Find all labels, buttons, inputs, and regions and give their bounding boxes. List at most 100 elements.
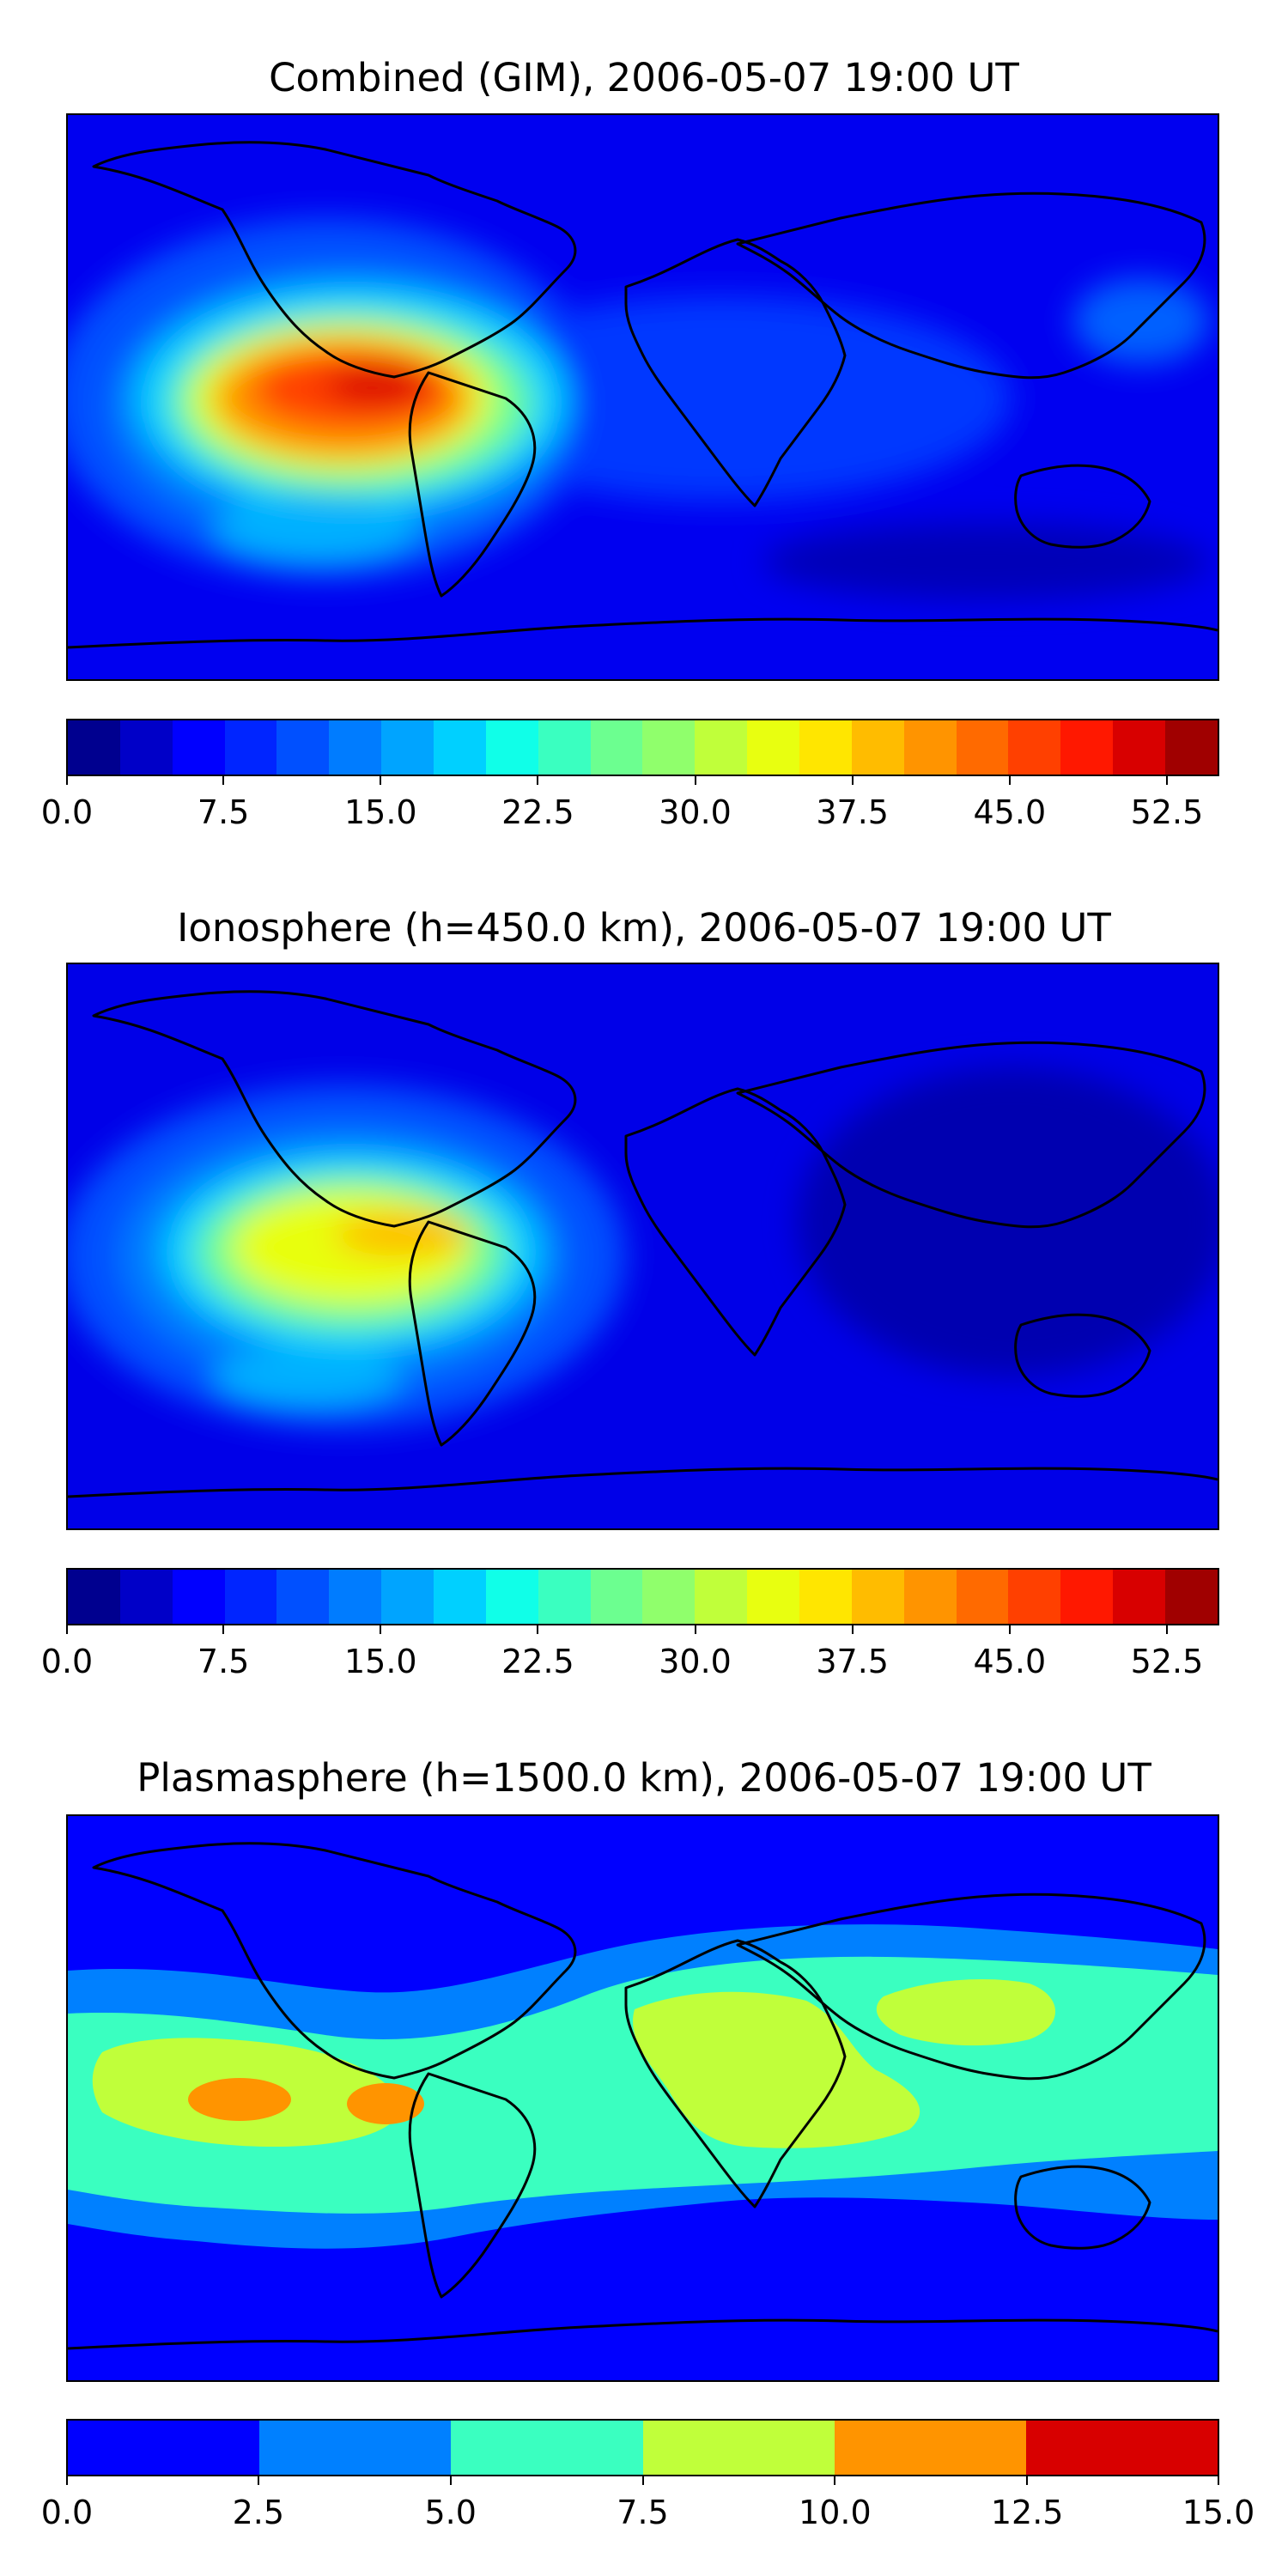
contour-band [1072,278,1210,364]
colorbar-tick-mark [537,1625,539,1634]
colorbar-segment [695,1570,748,1624]
colorbar-segment [485,720,538,775]
colorbar-segment [799,720,852,775]
colorbar-tick-mark [1165,1625,1168,1634]
colorbar-tick-label: 37.5 [816,1643,889,1680]
colorbar-tick-label: 52.5 [1130,1643,1204,1680]
colorbar-tick-label: 10.0 [799,2494,872,2531]
coastline-south-america [408,1220,537,1447]
colorbar-segment [538,1570,591,1624]
combined-tec-map [66,113,1219,681]
colorbar-segment [903,1570,957,1624]
coastline-north-america [92,141,577,379]
coastlines [68,990,1218,1498]
contour-band [763,523,1210,600]
contour-band [428,295,1012,501]
colorbar-tick-mark [1008,776,1011,785]
colorbar-tick-label: 30.0 [659,793,732,831]
colorbar-segment [172,1570,225,1624]
colorbar-segment [590,720,643,775]
coastlines [68,141,1218,649]
colorbar-segment [1008,1570,1061,1624]
colorbar-segment [642,2421,835,2475]
colorbar-segment [485,1570,538,1624]
contour-band [798,1067,1218,1376]
colorbar-segment [451,2421,643,2475]
coastline-north-america [92,1842,577,2080]
colorbar-segment [590,1570,643,1624]
ionosphere-colorbar [66,1568,1219,1625]
colorbar-tick-mark [222,776,225,785]
colorbar-segment [329,720,382,775]
contour-band [214,1346,403,1406]
colorbar-segment [799,1570,852,1624]
coastline-antarctica [68,2318,1218,2350]
colorbar-segment [834,2421,1026,2475]
ionosphere-tec-map [66,963,1219,1530]
colorbar-tick-label: 0.0 [40,1643,94,1680]
colorbar-tick-mark [537,776,539,785]
plasmasphere-map-canvas [68,1816,1218,2380]
colorbar-tick-label: 7.5 [197,793,250,831]
colorbar-tick-label: 22.5 [501,793,574,831]
colorbar-segment [434,720,486,775]
colorbar-tick-mark [694,1625,696,1634]
colorbar-tick-label: 15.0 [1182,2494,1255,2531]
colorbar-segment [68,1570,120,1624]
colorbar-tick-label: 15.0 [343,793,417,831]
colorbar-tick-mark [851,776,854,785]
colorbar-segment [1165,1570,1218,1624]
colorbar-segment [642,1570,696,1624]
colorbar-segment [119,720,173,775]
colorbar-segment [381,720,434,775]
colorbar-tick-mark [380,776,382,785]
plasmasphere-map-title: Plasmasphere (h=1500.0 km), 2006-05-07 1… [137,1755,1151,1801]
colorbar-segment [538,720,591,775]
coastline-south-america [408,2072,537,2299]
colorbar-tick-label: 52.5 [1130,793,1204,831]
plasmasphere-tec-map [66,1814,1219,2382]
colorbar-segment [956,720,1009,775]
colorbar-segment [1008,720,1061,775]
colorbar-segment [1113,1570,1166,1624]
colorbar-segment [695,720,748,775]
colorbar-segment [1060,720,1114,775]
colorbar-tick-label: 0.0 [40,2494,94,2531]
colorbar-segment [956,1570,1009,1624]
colorbar-segment [259,2421,452,2475]
colorbar-tick-label: 45.0 [973,793,1047,831]
colorbar-segment [1060,1570,1114,1624]
colorbar-segment [1025,2421,1218,2475]
colorbar-tick-label: 15.0 [343,1643,417,1680]
colorbar-segment [224,720,277,775]
colorbar-segment [747,720,800,775]
colorbar-tick-label: 7.5 [197,1643,250,1680]
colorbar-segment [172,720,225,775]
coastline-asia [736,1893,1206,2081]
colorbar-segment [224,1570,277,1624]
contour-band [876,1979,1055,2046]
combined-map-canvas [68,115,1218,679]
coastline-europe-africa [624,1087,847,1357]
colorbar-segment [747,1570,800,1624]
coastline-north-america [92,990,577,1228]
colorbar-segment [68,720,120,775]
colorbar-tick-label: 45.0 [973,1643,1047,1680]
plasmasphere-colorbar [66,2419,1219,2476]
colorbar-segment [329,1570,382,1624]
colorbar-segment [434,1570,486,1624]
colorbar-tick-label: 22.5 [501,1643,574,1680]
colorbar-segment [381,1570,434,1624]
coastline-asia [736,1041,1206,1229]
colorbar-tick-label: 5.0 [424,2494,477,2531]
colorbar-tick-label: 12.5 [990,2494,1064,2531]
coastline-australia [1014,1313,1151,1398]
colorbar-tick-mark [66,2476,68,2485]
colorbar-segment [276,720,330,775]
colorbar-tick-label: 37.5 [816,793,889,831]
coastline-asia [736,191,1206,380]
colorbar-tick-mark [1008,1625,1011,1634]
colorbar-segment [903,720,957,775]
colorbar-tick-mark [1218,2476,1219,2485]
coastline-south-america [408,371,537,598]
